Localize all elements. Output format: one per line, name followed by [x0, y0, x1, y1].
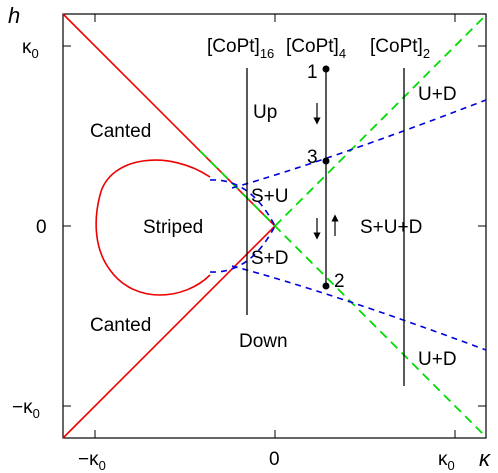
blue-dashed-lower-inner [209, 225, 276, 273]
point-label-1: 1 [307, 62, 318, 83]
x-tick-kappa0: κ0 [438, 449, 455, 473]
sample-label-2: [CoPt]2 [370, 36, 430, 61]
y-tick-neg-kappa0: −κ0 [12, 397, 40, 421]
green-dashed-line-upper [274, 14, 487, 227]
green-dashed-line [199, 150, 487, 438]
blue-dashed-upper-outer [231, 99, 487, 189]
x-tick-neg-kappa0: −κ0 [78, 449, 106, 473]
tick-marks [63, 14, 486, 438]
striped-boundary-loop [95, 159, 211, 296]
canted-boundary-lower [62, 225, 276, 439]
region-canted-top: Canted [90, 121, 151, 142]
point-1-dot [322, 65, 330, 73]
blue-dashed-lower-outer [231, 265, 487, 351]
region-up: Up [253, 102, 277, 123]
x-axis-name: κ [479, 446, 491, 471]
point-label-2: 2 [334, 271, 345, 292]
y-tick-zero: 0 [36, 217, 47, 238]
point-2-dot [322, 282, 330, 290]
region-canted-bottom: Canted [90, 315, 151, 336]
sample-label-4: [CoPt]4 [286, 36, 346, 61]
x-tick-zero: 0 [269, 449, 280, 470]
point-3-dot [322, 157, 330, 165]
region-u-d-top: U+D [418, 84, 457, 105]
point-label-3: 3 [307, 147, 318, 168]
y-tick-kappa0: κ0 [22, 37, 39, 61]
region-down: Down [239, 331, 288, 352]
blue-dashed-upper-inner [209, 179, 276, 227]
canted-boundary-upper [62, 13, 276, 227]
region-striped: Striped [143, 217, 203, 238]
region-s-plus-u: S+U [251, 186, 289, 207]
region-s-u-d: S+U+D [360, 217, 422, 238]
sample-label-16: [CoPt]16 [207, 36, 274, 61]
y-axis-name: h [8, 3, 20, 28]
region-s-plus-d: S+D [251, 248, 289, 269]
region-u-d-bottom: U+D [418, 349, 457, 370]
